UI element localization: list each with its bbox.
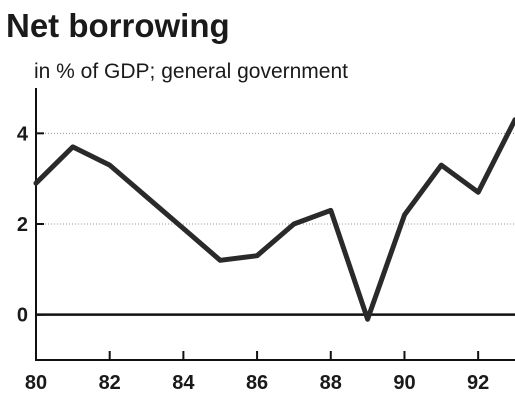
series-line-0 — [33, 117, 515, 322]
x-tick-label-1984: 84 — [172, 372, 195, 394]
series-group — [33, 117, 515, 322]
x-tick-label-1988: 88 — [320, 372, 342, 394]
y-tick-label-0: 0 — [17, 305, 28, 327]
x-tick-label-1980: 80 — [25, 372, 47, 394]
y-axis: 0 2 4 — [17, 123, 44, 327]
x-tick-label-1986: 86 — [246, 372, 268, 394]
plot-frame — [35, 88, 515, 361]
chart-subtitle: in % of GDP; general government — [34, 60, 348, 83]
chart-title: Net borrowing — [6, 7, 230, 44]
y-tick-label-2: 2 — [17, 214, 28, 236]
x-axis: 80 82 84 86 88 90 92 — [25, 351, 489, 394]
gridlines — [36, 132, 515, 316]
y-tick-label-4: 4 — [17, 123, 29, 145]
x-tick-label-1992: 92 — [467, 372, 489, 394]
x-tick-label-1982: 82 — [99, 372, 121, 394]
x-tick-label-1990: 90 — [393, 372, 415, 394]
